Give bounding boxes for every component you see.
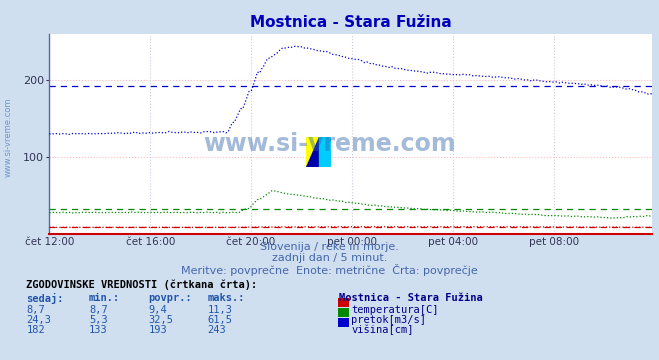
Text: 61,5: 61,5 — [208, 315, 233, 325]
Text: min.:: min.: — [89, 293, 120, 303]
Text: pretok[m3/s]: pretok[m3/s] — [351, 315, 426, 325]
Text: 11,3: 11,3 — [208, 305, 233, 315]
Title: Mostnica - Stara Fužina: Mostnica - Stara Fužina — [250, 15, 452, 30]
Text: 193: 193 — [148, 325, 167, 335]
Text: zadnji dan / 5 minut.: zadnji dan / 5 minut. — [272, 253, 387, 263]
Text: višina[cm]: višina[cm] — [351, 325, 414, 336]
Text: Meritve: povprečne  Enote: metrične  Črta: povprečje: Meritve: povprečne Enote: metrične Črta:… — [181, 264, 478, 275]
Text: 182: 182 — [26, 325, 45, 335]
Polygon shape — [306, 137, 319, 167]
Text: 243: 243 — [208, 325, 226, 335]
Text: 133: 133 — [89, 325, 107, 335]
Bar — [319, 137, 331, 167]
Polygon shape — [319, 137, 331, 167]
Text: 24,3: 24,3 — [26, 315, 51, 325]
Text: Slovenija / reke in morje.: Slovenija / reke in morje. — [260, 242, 399, 252]
Text: ZGODOVINSKE VREDNOSTI (črtkana črta):: ZGODOVINSKE VREDNOSTI (črtkana črta): — [26, 279, 258, 289]
Text: www.si-vreme.com: www.si-vreme.com — [3, 97, 13, 176]
Text: temperatura[C]: temperatura[C] — [351, 305, 439, 315]
Text: www.si-vreme.com: www.si-vreme.com — [203, 132, 456, 156]
Text: 8,7: 8,7 — [89, 305, 107, 315]
Text: 5,3: 5,3 — [89, 315, 107, 325]
Text: 9,4: 9,4 — [148, 305, 167, 315]
Text: povpr.:: povpr.: — [148, 293, 192, 303]
Text: maks.:: maks.: — [208, 293, 245, 303]
Text: 32,5: 32,5 — [148, 315, 173, 325]
Bar — [306, 137, 319, 167]
Text: sedaj:: sedaj: — [26, 293, 64, 304]
Text: 8,7: 8,7 — [26, 305, 45, 315]
Text: Mostnica - Stara Fužina: Mostnica - Stara Fužina — [339, 293, 483, 303]
